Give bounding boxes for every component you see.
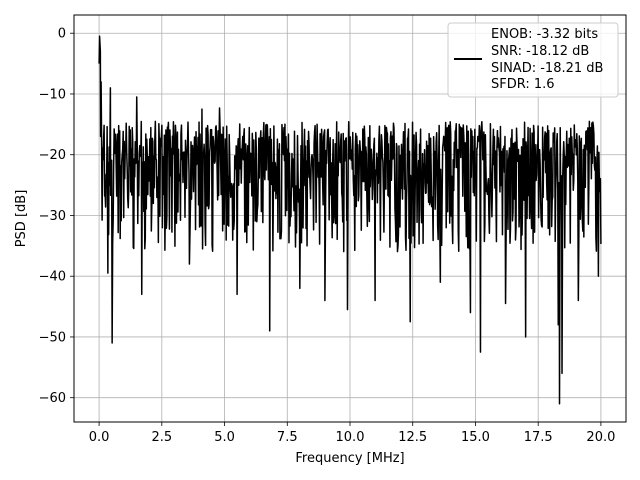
series-layer [98,35,602,405]
x-tick-label: 7.5 [277,430,298,445]
legend-line-sinad: SINAD: -18.21 dB [491,61,603,76]
x-tick-label: 17.5 [524,430,553,445]
legend-line-enob: ENOB: -3.32 bits [491,27,598,42]
x-tick-label: 20.0 [586,430,615,445]
x-axis-label: Frequency [MHz] [295,451,404,466]
psd-series-line [98,35,602,405]
legend: ENOB: -3.32 bits SNR: -18.12 dB SINAD: -… [447,22,619,98]
y-axis-label: PSD [dB] [14,190,29,248]
y-tick-label: −20 [39,148,66,163]
x-tick-label: 12.5 [398,430,427,445]
x-tick-label: 15.0 [461,430,490,445]
y-tick-label: −60 [39,391,66,406]
y-tick-label: −50 [39,330,66,345]
x-tick-label: 10.0 [336,430,365,445]
y-tick-label: 0 [58,27,66,42]
legend-box [447,22,619,98]
x-tick-label: 5.0 [214,430,235,445]
y-tick-label: −40 [39,270,66,285]
x-tick-label: 0.0 [89,430,110,445]
ticks-layer: 0.0 2.5 5.0 7.5 10.0 12.5 15.0 17.5 20.0 0 −10 −20 −… [39,27,616,445]
x-tick-label: 2.5 [151,430,172,445]
y-tick-label: −30 [39,209,66,224]
legend-line-sfdr: SFDR: 1.6 [491,77,555,92]
y-tick-label: −10 [39,87,66,102]
legend-line-snr: SNR: -18.12 dB [491,44,589,59]
